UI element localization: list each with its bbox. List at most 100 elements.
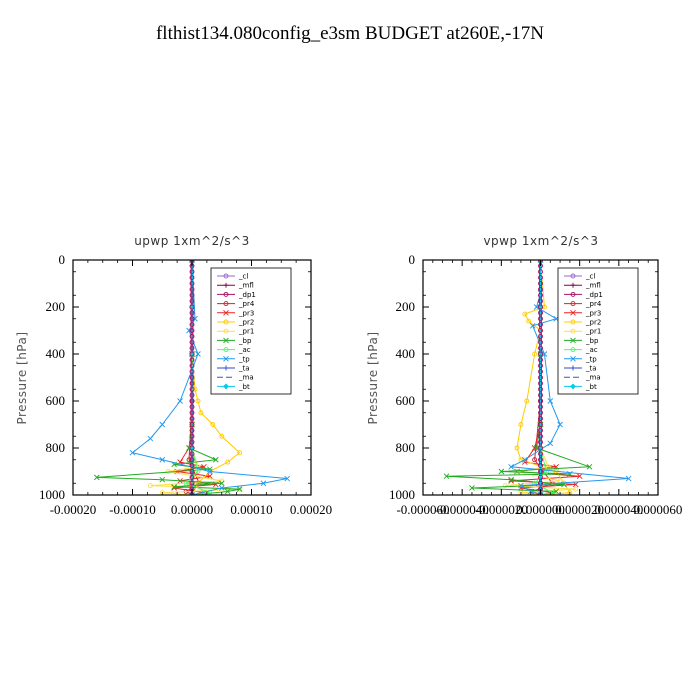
data-point xyxy=(538,422,543,427)
data-point xyxy=(538,469,543,474)
data-point xyxy=(147,435,154,442)
data-point xyxy=(195,469,201,474)
data-point xyxy=(498,468,505,475)
data-point xyxy=(518,482,524,489)
data-point xyxy=(212,456,219,463)
data-point xyxy=(189,269,195,275)
legend-label: _pr1 xyxy=(238,328,254,336)
legend: _cl_mfl_dp1_pr4_pr3_pr2_pr1_bp_ac_tp_ta_… xyxy=(557,267,639,395)
legend-marker xyxy=(223,383,229,390)
x-tick-label: -0.000020 xyxy=(475,502,528,517)
data-point xyxy=(189,281,195,286)
data-point xyxy=(508,476,514,483)
chart-title: vpwp 1xm^2/s^3 xyxy=(483,234,598,248)
legend-marker xyxy=(570,301,576,307)
data-point xyxy=(192,386,198,392)
data-point xyxy=(538,480,543,486)
legend-label: _pr4 xyxy=(238,300,255,308)
data-point xyxy=(538,333,543,339)
data-point xyxy=(219,433,225,439)
data-point xyxy=(159,421,166,428)
legend-label: _cl xyxy=(585,273,595,281)
data-point xyxy=(538,386,543,392)
y-tick-label: 200 xyxy=(396,299,416,314)
data-point xyxy=(538,292,543,298)
y-axis-label: Pressure [hPa] xyxy=(366,331,380,424)
data-point xyxy=(189,410,195,416)
y-tick-label: 600 xyxy=(46,393,66,408)
data-point xyxy=(189,351,195,357)
data-point xyxy=(538,451,543,457)
data-point xyxy=(538,357,543,363)
legend-label: _ta xyxy=(238,365,250,373)
data-point xyxy=(189,427,195,433)
chart-title: upwp 1xm^2/s^3 xyxy=(134,234,250,248)
legend-marker xyxy=(570,383,576,390)
data-point xyxy=(538,375,543,380)
legend-label: _bt xyxy=(238,383,250,391)
x-tick-label: 0.000000 xyxy=(516,502,565,517)
legend-marker xyxy=(223,328,229,334)
legend-label: _ma xyxy=(238,374,254,382)
data-point xyxy=(547,440,554,447)
data-point xyxy=(189,286,195,292)
legend-label: _mfl xyxy=(585,282,601,290)
data-point xyxy=(225,459,231,465)
data-point xyxy=(284,475,291,482)
data-point xyxy=(538,445,543,451)
plot-area xyxy=(93,260,291,495)
plot-area xyxy=(443,260,632,495)
x-tick-label: 0.000020 xyxy=(555,502,604,517)
y-tick-label: 800 xyxy=(46,440,66,455)
y-tick-label: 1000 xyxy=(389,487,415,502)
y-tick-label: 400 xyxy=(46,346,66,361)
data-point xyxy=(531,445,538,451)
data-point xyxy=(189,333,195,339)
data-point xyxy=(527,488,534,495)
legend-marker xyxy=(223,291,229,297)
data-point xyxy=(147,483,153,489)
data-point xyxy=(189,433,195,439)
legend-marker xyxy=(570,347,576,353)
data-point xyxy=(538,304,543,310)
data-point xyxy=(533,445,540,451)
data-point xyxy=(218,480,225,487)
data-point xyxy=(183,480,189,486)
data-point xyxy=(538,275,543,281)
data-point xyxy=(189,469,195,474)
legend-marker xyxy=(223,347,229,353)
data-point xyxy=(572,481,579,488)
data-point xyxy=(547,398,554,404)
legend-marker xyxy=(223,273,229,279)
legend-label: _pr2 xyxy=(238,319,254,327)
data-point xyxy=(538,457,543,463)
legend-label: _pr3 xyxy=(585,309,601,317)
data-point xyxy=(538,310,543,316)
x-tick-label: 0.000040 xyxy=(594,502,643,517)
data-point xyxy=(159,476,166,483)
data-point xyxy=(189,369,195,375)
data-point xyxy=(207,468,213,475)
data-point xyxy=(189,310,195,316)
legend-marker xyxy=(570,355,576,362)
data-point xyxy=(159,456,166,463)
x-tick-label: 0.00010 xyxy=(230,502,272,517)
data-point xyxy=(189,345,195,351)
chart-panel-vpwp: vpwp 1xm^2/s^3 Pressure [hPa] 0 200 400 600… xyxy=(366,234,682,517)
legend-marker xyxy=(570,337,576,344)
legend-marker xyxy=(570,309,576,316)
data-point xyxy=(189,439,195,445)
data-point xyxy=(189,298,195,304)
data-point xyxy=(469,485,475,491)
legend-label: _bt xyxy=(585,383,597,391)
data-point xyxy=(538,369,543,375)
data-point xyxy=(189,463,195,469)
data-point xyxy=(443,473,450,480)
data-point xyxy=(189,398,195,404)
legend-marker xyxy=(570,273,576,279)
y-tick-label: 400 xyxy=(396,346,416,361)
x-tick-label: -0.00010 xyxy=(109,502,156,517)
legend-label: _ta xyxy=(585,365,597,373)
x-tick-label: 0.00000 xyxy=(171,502,213,517)
